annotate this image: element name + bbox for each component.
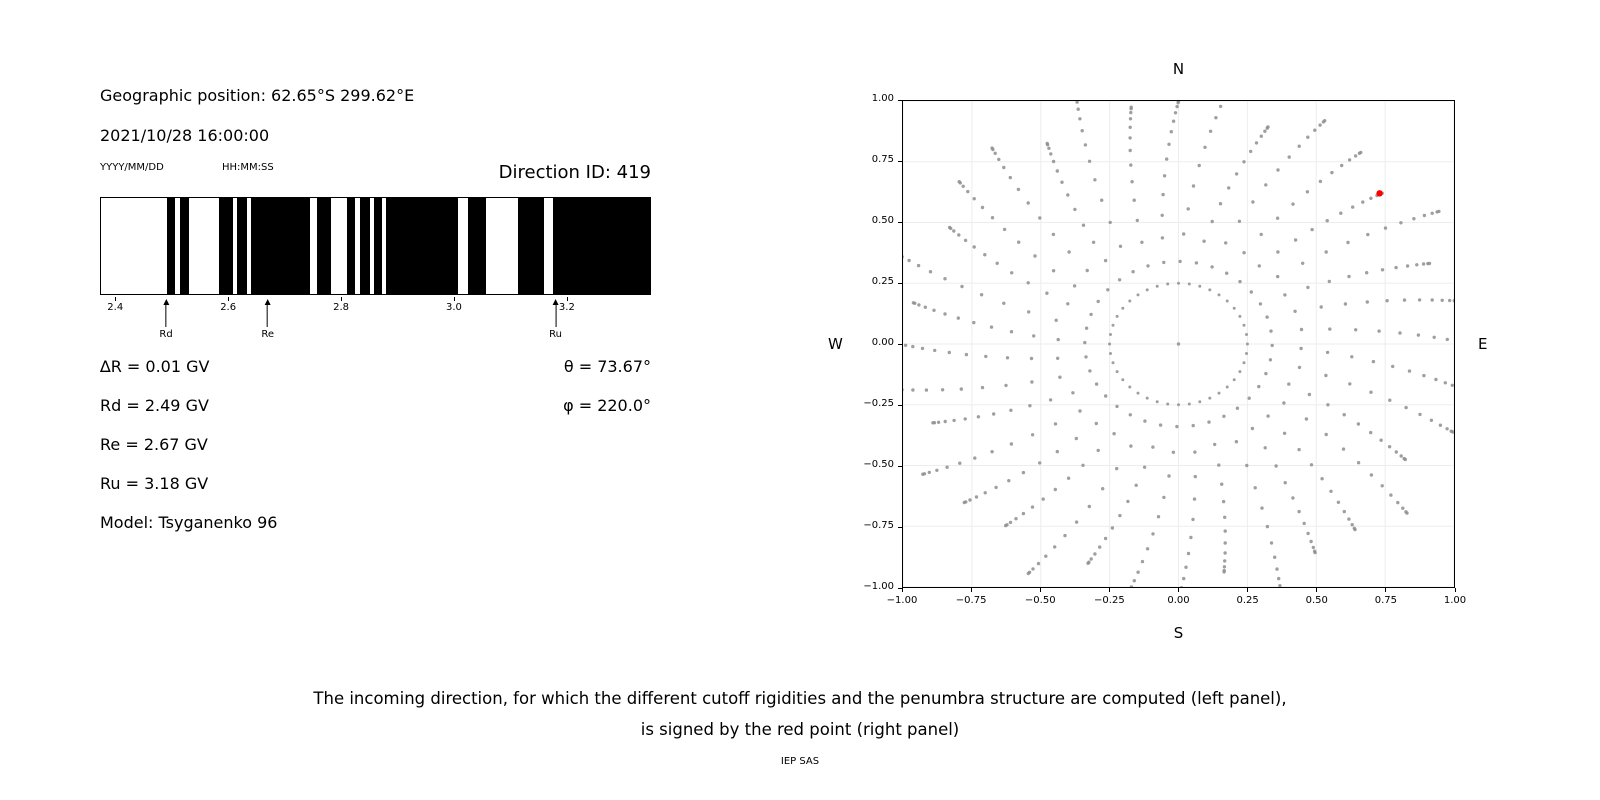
y-tick-label: 1.00 (871, 93, 894, 104)
arrow-shaft (267, 305, 269, 327)
red-direction-point (1376, 190, 1383, 197)
y-tick-label: 0.75 (871, 154, 894, 165)
delta-r-value: ∆R = 0.01 GV (100, 357, 210, 376)
penumbra-black-band (373, 198, 382, 294)
penumbra-x-tick-label: 3.0 (446, 302, 462, 313)
penumbra-x-tick (566, 297, 568, 301)
cutoff-marker-ru: Ru (549, 299, 562, 340)
penumbra-x-tick-label: 3.2 (558, 302, 575, 313)
theta-value: θ = 73.67° (563, 357, 651, 376)
rigidity-values: ∆R = 0.01 GV Rd = 2.49 GV Re = 2.67 GV R… (100, 357, 277, 552)
x-tick (1247, 588, 1249, 592)
compass-north-label: N (1172, 60, 1185, 78)
asymptotic-directions-plot (902, 100, 1455, 588)
time-format-label: HH:MM:SS (222, 162, 274, 173)
x-tick-label: −1.00 (886, 595, 918, 606)
x-tick (1454, 588, 1456, 592)
rd-value: Rd = 2.49 GV (100, 396, 209, 415)
x-tick (1316, 588, 1318, 592)
asymptotic-directions-scatter (903, 101, 1454, 587)
model-label: Model: Tsyganenko 96 (100, 513, 278, 532)
caption-line-2: is signed by the red point (right panel) (640, 720, 960, 739)
x-tick (970, 588, 972, 592)
cutoff-marker-label: Rd (159, 329, 173, 340)
penumbra-x-tick-label: 2.4 (107, 302, 124, 313)
x-tick-label: −0.50 (1024, 595, 1056, 606)
direction-angles: θ = 73.67° φ = 220.0° (563, 357, 651, 435)
penumbra-black-band (218, 198, 234, 294)
penumbra-black-band (552, 198, 650, 294)
penumbra-black-band (359, 198, 370, 294)
x-tick-label: 0.00 (1167, 595, 1190, 606)
credit-label: IEP SAS (780, 756, 820, 767)
compass-east-label: E (1478, 335, 1488, 353)
arrow-shaft (165, 305, 167, 327)
x-tick (1178, 588, 1179, 592)
x-tick-label: −0.75 (955, 595, 987, 606)
x-tick (1108, 588, 1110, 592)
re-value: Re = 2.67 GV (100, 435, 208, 454)
cutoff-marker-rd: Rd (159, 299, 173, 340)
arrow-shaft (555, 305, 557, 327)
cutoff-marker-re: Re (261, 299, 274, 340)
penumbra-x-tick-label: 2.6 (220, 302, 237, 313)
penumbra-x-tick (115, 297, 117, 301)
x-tick (1385, 588, 1387, 592)
cutoff-marker-label: Ru (549, 329, 562, 340)
x-tick-label: 0.75 (1374, 595, 1397, 606)
y-tick-label: 0.00 (871, 337, 894, 348)
phi-value: φ = 220.0° (563, 396, 651, 415)
penumbra-black-band (346, 198, 356, 294)
penumbra-x-tick (228, 297, 230, 301)
penumbra-barcode-plot (100, 197, 651, 295)
penumbra-black-band (179, 198, 189, 294)
datetime-value: 2021/10/28 16:00:00 (100, 126, 270, 145)
x-tick-label: 0.50 (1305, 595, 1328, 606)
penumbra-black-band (385, 198, 459, 294)
penumbra-x-tick-label: 2.8 (333, 302, 350, 313)
penumbra-black-band (166, 198, 176, 294)
arrow-up-icon (552, 299, 559, 305)
y-tick-label: 0.50 (871, 215, 894, 226)
penumbra-black-band (250, 198, 310, 294)
arrow-up-icon (264, 299, 271, 305)
x-tick (901, 588, 903, 592)
penumbra-cutoff-markers: Rd Re Ru (100, 299, 651, 345)
y-tick-label: −1.00 (863, 581, 894, 592)
penumbra-x-tick (341, 297, 343, 301)
penumbra-x-tick (453, 297, 455, 301)
penumbra-black-band (317, 198, 331, 294)
geographic-position: Geographic position: 62.65°S 299.62°E (100, 86, 415, 105)
penumbra-x-axis: 2.4 2.6 2.8 3.0 3.2 (100, 297, 651, 317)
penumbra-black-band (517, 198, 544, 294)
caption-line-1: The incoming direction, for which the di… (313, 689, 1287, 708)
y-tick-label: −0.75 (863, 520, 894, 531)
penumbra-black-band (468, 198, 487, 294)
y-tick-label: −0.50 (863, 459, 894, 470)
compass-west-label: W (828, 335, 843, 353)
y-tick-label: 0.25 (871, 276, 894, 287)
x-tick-label: −0.25 (1094, 595, 1125, 606)
penumbra-black-band (237, 198, 248, 294)
ru-value: Ru = 3.18 GV (100, 474, 209, 493)
x-tick-label: 0.25 (1236, 595, 1259, 606)
cutoff-marker-label: Re (261, 329, 274, 340)
x-tick-label: 1.00 (1443, 595, 1467, 606)
compass-south-label: S (1173, 624, 1184, 642)
y-tick-label: −0.25 (863, 398, 894, 409)
date-format-label: YYYY/MM/DD (100, 162, 164, 173)
direction-id: Direction ID: 419 (498, 162, 651, 183)
arrow-up-icon (163, 299, 170, 305)
x-tick (1039, 588, 1041, 592)
